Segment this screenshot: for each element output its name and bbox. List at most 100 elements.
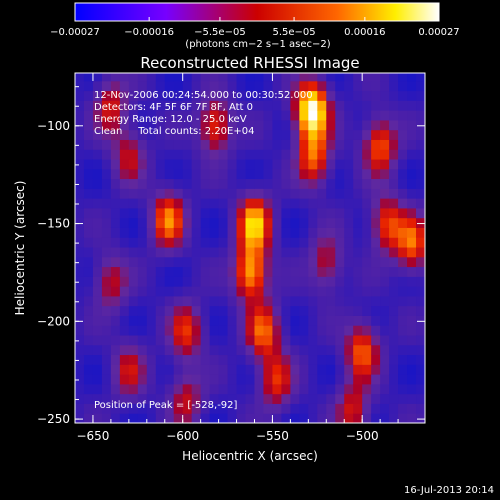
heatmap-cell <box>182 364 193 375</box>
heatmap-cell <box>101 393 112 404</box>
heatmap-cell <box>218 237 229 248</box>
heatmap-cell <box>281 403 291 414</box>
heatmap-cell <box>119 354 130 365</box>
heatmap-cell <box>272 119 282 131</box>
heatmap-cell <box>380 335 390 346</box>
heatmap-cell <box>362 256 372 268</box>
heatmap-cell <box>101 110 112 121</box>
heatmap-cell <box>75 168 85 180</box>
heatmap-cell <box>353 364 363 375</box>
heatmap-cell <box>119 178 130 189</box>
heatmap-cell <box>326 325 336 336</box>
heatmap-cell <box>371 344 381 356</box>
heatmap-cell <box>227 354 238 365</box>
heatmap-cell <box>281 286 291 297</box>
heatmap-cell <box>191 198 202 209</box>
heatmap-cell <box>344 129 354 140</box>
heatmap-cell <box>236 325 247 336</box>
heatmap-cell <box>263 276 273 287</box>
heatmap-cell <box>245 227 255 238</box>
heatmap-cell <box>416 256 425 268</box>
heatmap-cell <box>191 100 202 111</box>
heatmap-cell <box>299 178 309 189</box>
heatmap-cell <box>191 276 202 287</box>
heatmap-cell <box>398 73 408 82</box>
heatmap-cell <box>308 159 318 170</box>
heatmap-cell <box>299 354 309 365</box>
heatmap-cell <box>326 393 336 404</box>
heatmap-cell <box>182 100 193 111</box>
heatmap-cell <box>83 217 94 228</box>
heatmap-cell <box>245 256 255 268</box>
heatmap-cell <box>101 266 112 277</box>
heatmap-cell <box>380 110 390 121</box>
heatmap-cell <box>272 413 282 423</box>
heatmap-cell <box>173 119 184 131</box>
heatmap-cell <box>335 256 345 268</box>
heatmap-cell <box>182 178 193 189</box>
heatmap-cell <box>398 227 408 238</box>
heatmap-cell <box>83 266 94 277</box>
heatmap-cell <box>317 80 327 92</box>
heatmap-cell <box>236 393 247 404</box>
heatmap-cell <box>101 100 112 111</box>
heatmap-cell <box>200 168 211 180</box>
heatmap-cell <box>281 139 291 150</box>
heatmap-cell <box>75 178 85 189</box>
heatmap-cell <box>191 90 202 101</box>
heatmap-cell <box>209 168 220 180</box>
heatmap-cell <box>128 198 139 209</box>
heatmap-cell <box>236 266 247 277</box>
heatmap-cell <box>362 335 372 346</box>
heatmap-cell <box>146 266 157 277</box>
heatmap-cell <box>137 335 148 346</box>
heatmap-cell <box>272 325 282 336</box>
heatmap-cell <box>407 413 417 423</box>
heatmap-cell <box>245 100 255 111</box>
heatmap-cell <box>389 100 399 111</box>
heatmap-cell <box>353 90 363 101</box>
heatmap-cell <box>146 403 157 414</box>
heatmap-cell <box>182 168 193 180</box>
heatmap-cell <box>389 129 399 140</box>
heatmap-cell <box>380 100 390 111</box>
heatmap-cell <box>137 178 148 189</box>
heatmap-cell <box>128 393 139 404</box>
heatmap-cell <box>353 247 363 258</box>
heatmap-cell <box>137 217 148 228</box>
heatmap-cell <box>155 383 166 395</box>
heatmap-cell <box>326 364 336 375</box>
heatmap-cell <box>263 73 273 82</box>
heatmap-cell <box>182 90 193 101</box>
heatmap-cell <box>272 374 282 385</box>
heatmap-cell <box>317 266 327 277</box>
heatmap-cell <box>290 354 300 365</box>
heatmap-cell <box>164 80 175 92</box>
heatmap-cell <box>317 383 327 395</box>
heatmap-cell <box>272 168 282 180</box>
heatmap-cell <box>281 73 291 82</box>
heatmap-cell <box>92 364 103 375</box>
heatmap-cell <box>83 198 94 209</box>
heatmap-cell <box>119 188 130 199</box>
heatmap-cell <box>173 80 184 92</box>
heatmap-cell <box>209 276 220 287</box>
heatmap-cell <box>362 344 372 356</box>
heatmap-cell <box>110 335 121 346</box>
heatmap-cell <box>119 129 130 140</box>
colorbar <box>74 2 440 22</box>
heatmap-cell <box>308 393 318 404</box>
heatmap-cell <box>245 335 255 346</box>
heatmap-cell <box>128 178 139 189</box>
heatmap-cell <box>173 207 184 219</box>
heatmap-cell <box>389 413 399 423</box>
heatmap-cell <box>191 374 202 385</box>
heatmap-cell <box>191 129 202 140</box>
heatmap-cell <box>218 325 229 336</box>
heatmap-cell <box>308 119 318 131</box>
heatmap-cell <box>416 110 425 121</box>
heatmap-cell <box>290 403 300 414</box>
heatmap-cell <box>200 247 211 258</box>
heatmap-cell <box>380 80 390 92</box>
heatmap-cell <box>335 73 345 82</box>
